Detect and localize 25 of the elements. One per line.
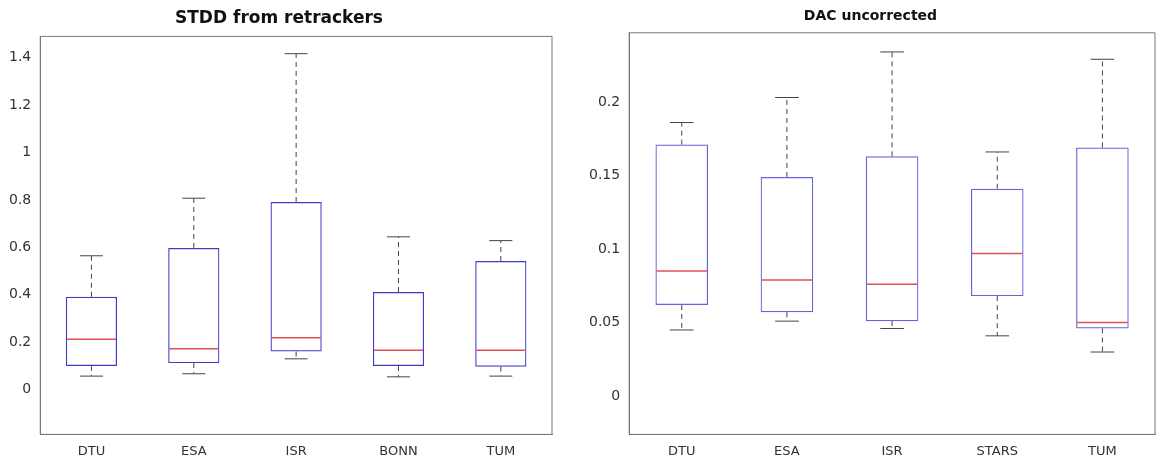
y-tick-label: 0.4	[9, 285, 32, 302]
y-tick-label: 0	[22, 380, 32, 397]
chart-title: DAC uncorrected	[803, 7, 938, 24]
x-tick-label: ISR	[285, 442, 307, 458]
x-tick-label: ESA	[774, 442, 800, 458]
y-tick-label: 1	[22, 143, 32, 160]
chart-title: STDD from retrackers	[175, 6, 383, 27]
y-tick-label: 0.15	[589, 166, 621, 183]
y-tick-label: 0	[611, 386, 621, 403]
x-tick-label: STARS	[976, 442, 1018, 458]
x-tick-label: DTU	[668, 442, 696, 458]
y-tick-label: 0.6	[9, 237, 32, 254]
y-tick-label: 0.2	[9, 332, 32, 349]
y-tick-label: 0.05	[589, 313, 621, 330]
y-tick-label: 1.4	[9, 48, 32, 65]
x-tick-label: BONN	[379, 442, 418, 458]
x-tick-label: TUM	[485, 442, 516, 458]
y-tick-label: 0.1	[597, 239, 621, 256]
x-tick-label: DTU	[77, 442, 106, 458]
y-tick-label: 1.2	[9, 95, 32, 112]
y-tick-label: 0.2	[597, 92, 621, 109]
x-tick-label: ESA	[180, 442, 207, 458]
x-tick-label: TUM	[1087, 442, 1117, 458]
y-tick-label: 0.8	[9, 190, 32, 207]
x-tick-label: ISR	[881, 442, 903, 458]
